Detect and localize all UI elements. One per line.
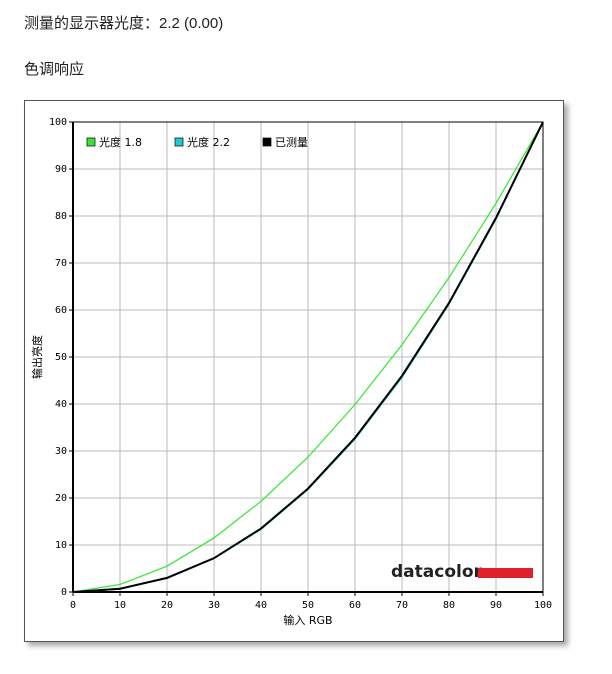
section-title: 色调响应: [24, 61, 85, 78]
x-tick-label: 70: [396, 600, 408, 611]
y-tick-label: 30: [55, 446, 67, 457]
y-tick-label: 0: [61, 587, 67, 598]
x-tick-label: 90: [490, 600, 502, 611]
y-tick-label: 90: [55, 164, 67, 175]
logo-bar: [478, 568, 533, 578]
y-tick-label: 100: [49, 117, 67, 128]
x-tick-label: 40: [255, 600, 267, 611]
series-line: [72, 121, 544, 593]
x-tick-label: 60: [349, 600, 361, 611]
y-tick-label: 80: [55, 211, 67, 222]
x-tick-label: 0: [70, 600, 76, 611]
x-tick-label: 50: [302, 600, 314, 611]
y-tick-label: 60: [55, 305, 67, 316]
legend-label: 光度 1.8: [99, 135, 142, 149]
y-tick-label: 40: [55, 399, 67, 410]
x-tick-label: 100: [534, 600, 552, 611]
chart-frame: [24, 100, 564, 642]
y-tick-label: 10: [55, 540, 67, 551]
logo: datacolor: [391, 562, 483, 582]
y-tick-label: 50: [55, 352, 67, 363]
x-axis-label: 输入 RGB: [283, 613, 332, 627]
legend-swatch: [86, 137, 96, 147]
y-tick-label: 20: [55, 493, 67, 504]
x-tick-label: 30: [208, 600, 220, 611]
legend-swatch: [262, 137, 272, 147]
x-tick-label: 20: [161, 600, 173, 611]
series-line: [72, 121, 544, 593]
y-axis-label: 输出亮度: [30, 335, 44, 379]
legend-label: 光度 2.2: [187, 135, 230, 149]
gamma-heading: 测量的显示器光度：2.2 (0.00): [24, 15, 224, 32]
x-tick-label: 10: [114, 600, 126, 611]
y-tick-label: 70: [55, 258, 67, 269]
x-tick-label: 80: [443, 600, 455, 611]
legend-swatch: [174, 137, 184, 147]
legend-label: 已测量: [275, 136, 308, 149]
